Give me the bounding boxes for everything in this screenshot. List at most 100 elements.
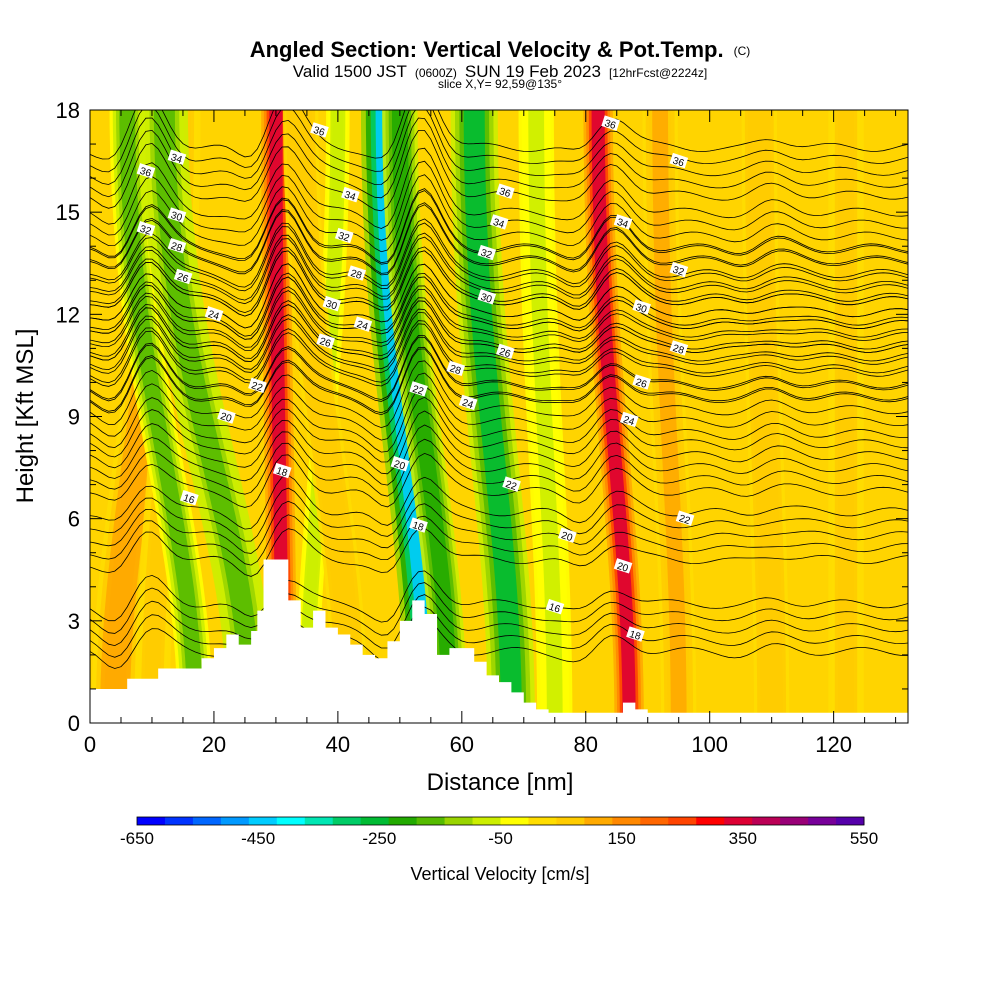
isentrope-line (90, 218, 908, 288)
contour-label-bg (310, 122, 329, 138)
contour-label: 24 (619, 411, 639, 428)
isentrope-line (90, 204, 908, 276)
x-axis: 0 20 40 60 80 100 120 (84, 110, 897, 757)
x-tick-label: 60 (450, 732, 474, 757)
contour-label-bg (334, 227, 354, 244)
isentrope-line (90, 236, 908, 305)
colorbar-swatch (836, 817, 865, 825)
contour-label-bg (632, 299, 651, 315)
contour-label-text: 24 (355, 319, 369, 333)
contour-label-text: 18 (411, 520, 425, 534)
contour-label-bg (458, 394, 478, 411)
isentrope-line (90, 110, 908, 173)
velocity-band-layer (751, 110, 780, 723)
isentrope-line (90, 246, 908, 314)
contour-label-text: 30 (169, 210, 183, 224)
contour-label: 18 (626, 626, 645, 643)
contour-label: 34 (341, 186, 360, 204)
y-tick-label: 6 (68, 507, 80, 532)
contour-label: 36 (136, 163, 156, 180)
isentrope-line (90, 348, 908, 416)
terrain (90, 559, 908, 723)
contour-label-text: 32 (479, 247, 493, 261)
contour-label: 32 (669, 261, 689, 279)
velocity-band (583, 110, 644, 723)
valid-prefix: Valid 1500 JST (293, 62, 407, 81)
isentrope-line (90, 606, 908, 662)
contour-label-bg (409, 517, 428, 533)
colorbar-swatch (724, 817, 753, 825)
isentrope-line (90, 570, 908, 623)
contour-label-bg (341, 186, 360, 203)
isentrope-line (90, 320, 908, 384)
contour-label-bg (180, 490, 199, 506)
valid-fcst: [12hrFcst@2224z] (609, 66, 707, 80)
colorbar-swatch (304, 817, 334, 825)
contour-label-bg (322, 295, 342, 312)
contour-label-text: 20 (560, 530, 574, 544)
isentrope-line (90, 297, 908, 359)
contour-label-text: 28 (671, 343, 685, 357)
contour-label: 32 (334, 227, 354, 245)
isentrope-line (90, 385, 908, 453)
contour-label-text: 36 (671, 156, 685, 170)
contour-label-bg (669, 261, 689, 278)
colorbar-swatch (220, 817, 250, 825)
isentrope-line (90, 396, 908, 463)
contour-label-text: 26 (176, 271, 190, 285)
contour-label-bg (496, 183, 515, 199)
contour-label-text: 16 (182, 493, 196, 507)
contour-label-text: 36 (312, 125, 326, 139)
isentrope-line (90, 335, 908, 400)
y-tick-label: 9 (68, 405, 80, 430)
contour-label-text: 18 (628, 629, 642, 643)
colorbar-swatch (696, 817, 725, 825)
contour-label-bg (613, 558, 633, 574)
y-tick-label: 18 (56, 98, 80, 123)
isentrope-line (90, 147, 908, 229)
contour-label: 16 (180, 490, 199, 507)
contour-label-text: 18 (275, 465, 289, 479)
colorbar-swatch (192, 817, 222, 825)
colorbar-ticks: -650 -450 -250 -50 150 350 550 (120, 829, 878, 848)
colorbar-swatch (752, 817, 781, 825)
contour-label: 30 (632, 299, 651, 316)
colorbar-swatch (612, 817, 641, 825)
colorbar-tick-label: -450 (241, 829, 275, 848)
contour-label-bg (675, 510, 695, 526)
isentrope-line (90, 263, 908, 329)
contour-label-text: 36 (603, 118, 617, 132)
colorbar-frame (136, 816, 865, 826)
colorbar-swatch (416, 817, 446, 825)
contour-label-bg (502, 476, 521, 492)
chart-title-main: Angled Section: Vertical Velocity & Pot.… (250, 37, 724, 62)
contour-label-text: 20 (615, 561, 629, 575)
isentrope-line (90, 346, 908, 414)
y-tick-label: 15 (56, 200, 80, 225)
contour-label-text: 26 (498, 346, 512, 360)
contour-label: 20 (390, 456, 410, 473)
contour-label-bg (248, 377, 267, 394)
chart-slice-info: slice X,Y= 92,59@135° (438, 77, 562, 91)
contour-label-bg (613, 214, 633, 230)
contour-label-bg (167, 207, 187, 223)
contour-label-bg (669, 340, 689, 356)
contour-label: 26 (496, 343, 515, 360)
contour-label-text: 28 (169, 241, 183, 255)
contour-label: 30 (322, 295, 342, 313)
contour-label: 34 (489, 214, 509, 231)
contour-label-text: 22 (250, 380, 264, 394)
contour-label: 24 (204, 306, 224, 323)
colorbar-tick-label: 350 (729, 829, 757, 848)
isentrope-line (90, 110, 908, 186)
contour-label-bg (477, 289, 497, 305)
contour-label: 20 (558, 527, 577, 544)
colorbar-swatch (444, 817, 474, 825)
contour-label-bg (446, 360, 466, 377)
colorbar-swatch (360, 817, 390, 825)
contour-label-bg (409, 381, 428, 397)
isentrope-line (90, 190, 908, 265)
contour-label-bg (173, 268, 193, 285)
isentrope-line (90, 285, 908, 348)
